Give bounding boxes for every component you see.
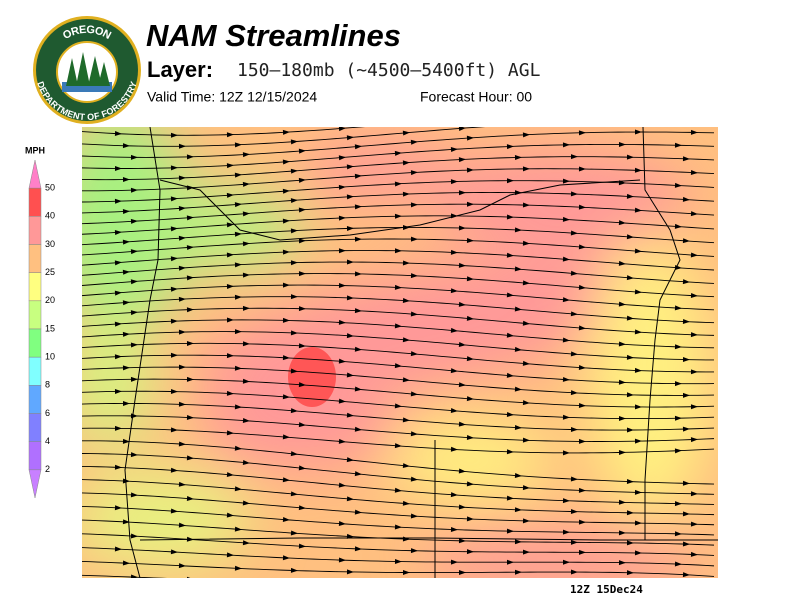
stream-arrow — [171, 589, 178, 594]
stream-arrow — [283, 592, 290, 597]
layer-label: Layer: — [147, 57, 213, 82]
map — [50, 104, 718, 600]
legend-tick-label: 30 — [45, 239, 55, 249]
legend-tick-label: 50 — [45, 183, 55, 193]
stream-arrow — [395, 121, 402, 127]
stream-arrow — [451, 116, 458, 122]
stream-arrow — [563, 108, 570, 113]
legend-swatch — [29, 273, 41, 301]
legend-tick-label: 15 — [45, 323, 55, 333]
stream-arrow — [507, 112, 514, 118]
legend-swatch — [29, 442, 41, 470]
legend-swatch — [29, 470, 41, 498]
legend-swatch — [29, 188, 41, 216]
legend-swatch — [29, 160, 41, 188]
legend-swatch — [29, 216, 41, 244]
stream-arrow — [683, 117, 690, 122]
stream-arrow — [395, 591, 402, 596]
stream-arrow — [355, 581, 362, 586]
legend-swatch — [29, 385, 41, 413]
stream-arrow — [675, 593, 682, 598]
legend-tick-label: 25 — [45, 267, 55, 277]
stream-arrow — [619, 105, 626, 110]
stream-arrow — [691, 583, 698, 588]
legend-tick-label: 6 — [45, 408, 50, 418]
stream-arrow — [563, 589, 570, 594]
legend: MPH 50 40 30 25 20 15 10 8 6 4 2 — [25, 145, 55, 498]
legend-tick-label: 4 — [45, 436, 50, 446]
stream-arrow — [515, 122, 522, 127]
legend-swatch — [29, 357, 41, 385]
legend-tick-label: 40 — [45, 211, 55, 221]
stream-arrow — [243, 579, 250, 584]
legend-unit: MPH — [25, 145, 45, 155]
logo: OREGON DEPARTMENT OF FORESTRY — [33, 16, 141, 124]
legend-swatch — [29, 414, 41, 442]
legend-swatch — [29, 329, 41, 357]
layer-value: 150–180mb (~4500–5400ft) AGL — [237, 60, 541, 81]
legend-tick-label: 10 — [45, 352, 55, 362]
legend-tick-label: 8 — [45, 380, 50, 390]
stream-arrow — [627, 117, 634, 122]
title: NAM Streamlines — [146, 18, 401, 53]
legend-swatch — [29, 301, 41, 329]
stream-arrow — [227, 591, 234, 596]
valid-time: Valid Time: 12Z 12/15/2024 — [147, 89, 317, 105]
legend-swatch — [29, 245, 41, 273]
stream-arrow — [571, 119, 578, 124]
stream-arrow — [411, 581, 418, 586]
stream-arrow — [523, 579, 530, 584]
stream-arrow — [451, 590, 458, 595]
stream-arrow — [115, 588, 122, 593]
forecast-hour: Forecast Hour: 00 — [420, 89, 532, 105]
legend-tick-label: 2 — [45, 464, 50, 474]
stream-arrow — [507, 589, 514, 594]
stream-arrow — [299, 580, 306, 585]
legend-tick-label: 20 — [45, 295, 55, 305]
stream-arrow — [675, 104, 682, 109]
stream-arrow — [339, 592, 346, 597]
stream-arrow — [467, 580, 474, 585]
map-stamp: 12Z 15Dec24 — [570, 583, 643, 596]
